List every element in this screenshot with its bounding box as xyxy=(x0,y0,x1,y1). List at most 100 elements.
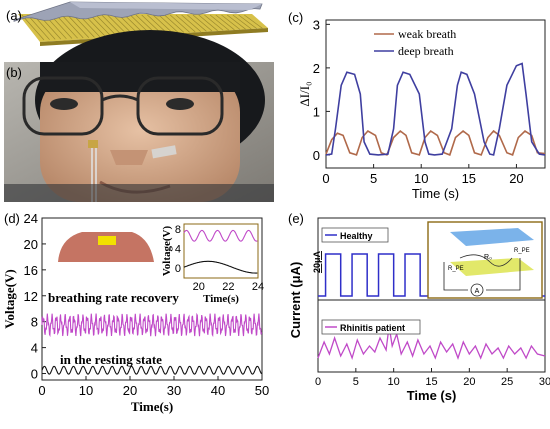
electrode-finger xyxy=(55,14,78,39)
ytick-label-d: 20 xyxy=(24,237,38,252)
series-line-c-0 xyxy=(325,129,546,156)
inset-ytick-label-d: 4 xyxy=(175,244,181,256)
series-line-c-1 xyxy=(325,62,546,156)
inset-x-title-d: Time(s) xyxy=(203,293,239,305)
electrode-finger xyxy=(21,14,45,41)
xtick-label-d: 40 xyxy=(211,383,225,398)
electrode-finger xyxy=(238,14,258,29)
tape xyxy=(151,145,177,159)
inset-xtick-label-d: 22 xyxy=(222,281,234,293)
ytick-label-d: 16 xyxy=(24,263,38,278)
inset-series-d-0 xyxy=(183,229,258,242)
inset-diagram-e: R₀ R_PE R_PE A xyxy=(427,221,543,299)
x-axis-title-e: Time (s) xyxy=(407,388,457,403)
panel-label-a: (a) xyxy=(6,8,22,23)
electrode-finger xyxy=(101,14,123,37)
series-line-e-1 xyxy=(317,325,546,361)
label-rpe-right: R_PE xyxy=(514,248,530,254)
panel-label-b: (b) xyxy=(6,65,22,80)
legend-label-e-1: Rhinitis patient xyxy=(340,323,405,333)
xtick-label-d: 0 xyxy=(38,383,45,398)
annotation-d-0: breathing rate recovery xyxy=(48,290,179,305)
electrode-finger xyxy=(152,14,174,34)
top-electrode xyxy=(450,228,534,246)
back-sensor xyxy=(98,236,116,245)
inset-y-title-d: Voltage(V) xyxy=(161,226,173,277)
y-axis-title-e: Current (μA) xyxy=(288,262,303,339)
legend-box-e-1 xyxy=(321,319,421,335)
xtick-label-e: 5 xyxy=(353,376,359,388)
ytick-label-c: 1 xyxy=(313,104,320,119)
electrode-finger xyxy=(95,14,118,37)
x-axis-title-c: Time (s) xyxy=(412,186,459,201)
electrode-finger xyxy=(244,14,263,29)
inset-series-d-1 xyxy=(183,260,258,274)
series-line-d-0 xyxy=(41,312,263,338)
electrode-finger xyxy=(90,14,112,37)
ytick-label-c: 3 xyxy=(313,17,320,32)
electrode-finger xyxy=(204,14,224,31)
xtick-label-d: 20 xyxy=(123,383,137,398)
electrode-finger xyxy=(27,14,50,40)
legend-label-c-0: weak breath xyxy=(398,27,456,41)
resistor-network xyxy=(459,254,513,267)
ammeter-label: A xyxy=(475,288,480,295)
series-line-d-1 xyxy=(41,365,263,375)
ytick-label-d: 4 xyxy=(31,341,38,356)
xtick-label-d: 10 xyxy=(79,383,93,398)
panel-label-e: (e) xyxy=(288,211,304,226)
inset-xtick-label-d: 24 xyxy=(252,281,264,293)
ytick-label-c: 2 xyxy=(313,61,320,76)
circuit-wire xyxy=(443,258,521,291)
electrode-finger xyxy=(61,14,84,39)
label-rpe-left: R_PE xyxy=(448,266,464,272)
electrode-finger xyxy=(187,14,207,32)
xtick-label-e: 15 xyxy=(425,376,437,388)
xtick-label-e: 25 xyxy=(501,376,513,388)
label-r0: R₀ xyxy=(484,254,492,261)
plot-frame-c xyxy=(325,19,546,169)
electrode-finger xyxy=(232,14,252,30)
inset-ytick-label-d: 0 xyxy=(175,263,181,275)
membrane-film-top xyxy=(70,2,262,10)
xtick-label-e: 30 xyxy=(539,376,550,388)
xtick-label-d: 50 xyxy=(255,383,269,398)
scale-bar-label-e: 20μA xyxy=(312,250,322,273)
xtick-label-c: 20 xyxy=(509,171,523,186)
xtick-label-d: 30 xyxy=(167,383,181,398)
electrode-finger xyxy=(226,14,246,30)
right-eye xyxy=(166,98,194,110)
electrode-finger xyxy=(175,14,196,33)
annotation-d-1: in the resting state xyxy=(60,352,162,367)
electrode-finger xyxy=(221,14,241,30)
chart-c: (c) 0 1 2 3 0 5 10 15 20 Time (s) ΔI/I₀ weak breath… xyxy=(288,10,546,201)
electrode-finger xyxy=(169,14,190,33)
legend-label-c-1: deep breath xyxy=(398,44,454,58)
electrode-finger xyxy=(164,14,185,33)
inset-ytick-label-d: 8 xyxy=(175,224,181,236)
ytick-label-d: 8 xyxy=(31,315,38,330)
ytick-label-d: 24 xyxy=(24,211,38,226)
y-axis-title-c: ΔI/I₀ xyxy=(297,81,312,106)
plot-frame-d xyxy=(41,217,263,381)
sensor-patch xyxy=(88,140,98,148)
sensing-layer xyxy=(450,258,534,276)
electrode-finger xyxy=(181,14,202,32)
electrode-finger xyxy=(215,14,235,31)
ytick-label-d: 12 xyxy=(24,289,38,304)
ammeter xyxy=(470,283,484,297)
electrode-finger xyxy=(209,14,230,31)
y-axis-title-d: Voltage(V) xyxy=(2,269,17,328)
x-axis-title-d: Time(s) xyxy=(131,399,173,414)
xtick-label-e: 0 xyxy=(315,376,321,388)
electrode-finger xyxy=(192,14,213,32)
electrode-finger xyxy=(73,14,95,38)
shirt xyxy=(4,184,274,202)
xtick-label-c: 0 xyxy=(322,171,329,186)
ytick-label-d: 0 xyxy=(31,367,38,382)
back-shape xyxy=(58,232,154,262)
legend-label-e-0: Healthy xyxy=(340,231,373,241)
nose xyxy=(110,150,148,165)
back-illustration xyxy=(58,232,154,262)
